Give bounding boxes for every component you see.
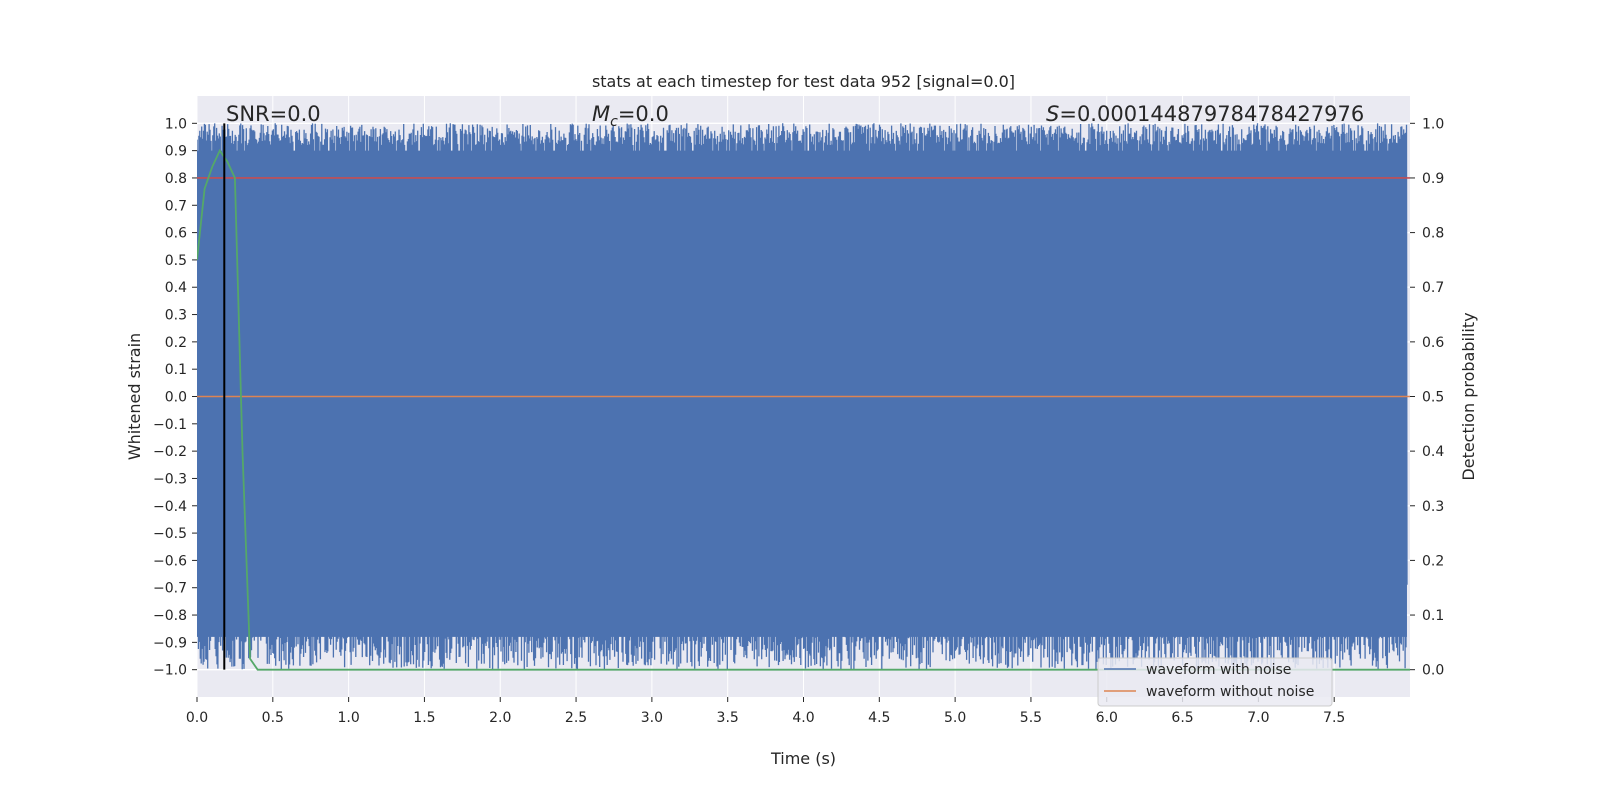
x-tick-label: 4.0 [792, 710, 814, 726]
x-tick-label: 7.0 [1247, 710, 1269, 726]
legend-label-clean: waveform without noise [1146, 684, 1314, 700]
x-tick-label: 7.5 [1323, 710, 1345, 726]
s-annotation: S=0.00014487978478427976 [1046, 102, 1364, 126]
x-tick-label: 6.0 [1096, 710, 1118, 726]
y-tick-label: −0.2 [153, 444, 187, 460]
y-tick-label: −0.1 [153, 417, 187, 433]
y-tick-label: −0.6 [153, 553, 187, 569]
y2-tick-label: 0.2 [1422, 553, 1444, 569]
y-tick-label: 0.7 [165, 198, 187, 214]
y2-axis-label: Detection probability [1459, 312, 1478, 480]
y-tick-label: 0.4 [165, 280, 187, 296]
x-tick-label: 1.0 [337, 710, 359, 726]
series-detection-probability [197, 148, 1410, 671]
y-tick-label: −0.5 [153, 526, 187, 542]
s-value: =0.00014487978478427976 [1059, 102, 1364, 126]
y-tick-label: 0.3 [165, 308, 187, 324]
x-tick-label: 6.5 [1171, 710, 1193, 726]
y-tick-label: −0.8 [153, 608, 187, 624]
y-tick-label: 0.1 [165, 362, 187, 378]
mc-annotation: Mc=0.0 [592, 102, 669, 130]
y2-tick-label: 0.0 [1422, 663, 1444, 679]
y2-tick-label: 1.0 [1422, 116, 1444, 132]
x-tick-label: 5.5 [1020, 710, 1042, 726]
y2-tick-label: 0.8 [1422, 226, 1444, 242]
y-tick-label: −0.9 [153, 635, 187, 651]
x-tick-label: 2.5 [565, 710, 587, 726]
y2-tick-label: 0.4 [1422, 444, 1444, 460]
y-tick-label: 0.5 [165, 253, 187, 269]
mc-value: =0.0 [618, 102, 669, 126]
x-tick-label: 3.0 [641, 710, 663, 726]
y2-tick-label: 0.3 [1422, 499, 1444, 515]
mc-subscript: c [610, 114, 618, 130]
y-tick-label: 0.9 [165, 144, 187, 160]
y-tick-label: −0.4 [153, 499, 187, 515]
series-noise-core [197, 150, 1407, 637]
legend-box [1097, 657, 1333, 707]
legend-label-noise: waveform with noise [1146, 662, 1291, 678]
snr-annotation: SNR=0.0 [226, 102, 321, 126]
y2-tick-label: 0.6 [1422, 335, 1444, 351]
y-tick-label: −1.0 [153, 663, 187, 679]
legend: waveform with noise waveform without noi… [1097, 657, 1333, 707]
x-axis-label: Time (s) [770, 749, 836, 768]
mc-symbol: M [592, 102, 610, 126]
y-tick-label: −0.3 [153, 471, 187, 487]
x-tick-label: 2.0 [489, 710, 511, 726]
axes-layer: 0.0 0.5 1.0 1.5 2.0 2.5 3.0 3.5 4.0 4.5 5.0 5.5 6.0 6… [153, 116, 1444, 726]
y-tick-label: 0.8 [165, 171, 187, 187]
x-tick-label: 1.5 [413, 710, 435, 726]
y2-tick-label: 0.7 [1422, 280, 1444, 296]
x-tick-label: 5.0 [944, 710, 966, 726]
s-symbol: S [1046, 102, 1059, 126]
x-tick-label: 4.5 [868, 710, 890, 726]
chart-title: stats at each timestep for test data 952… [592, 72, 1015, 91]
y-tick-label: −0.7 [153, 581, 187, 597]
y-axis-label: Whitened strain [125, 333, 144, 460]
y-tick-label: 1.0 [165, 116, 187, 132]
x-tick-label: 0.0 [186, 710, 208, 726]
y2-tick-label: 0.9 [1422, 171, 1444, 187]
x-tick-label: 3.5 [717, 710, 739, 726]
y-tick-label: 0.0 [165, 390, 187, 406]
y2-tick-label: 0.1 [1422, 608, 1444, 624]
y2-tick-label: 0.5 [1422, 390, 1444, 406]
x-tick-label: 0.5 [262, 710, 284, 726]
y-tick-label: 0.2 [165, 335, 187, 351]
series-layer [197, 123, 1410, 671]
y-tick-label: 0.6 [165, 226, 187, 242]
